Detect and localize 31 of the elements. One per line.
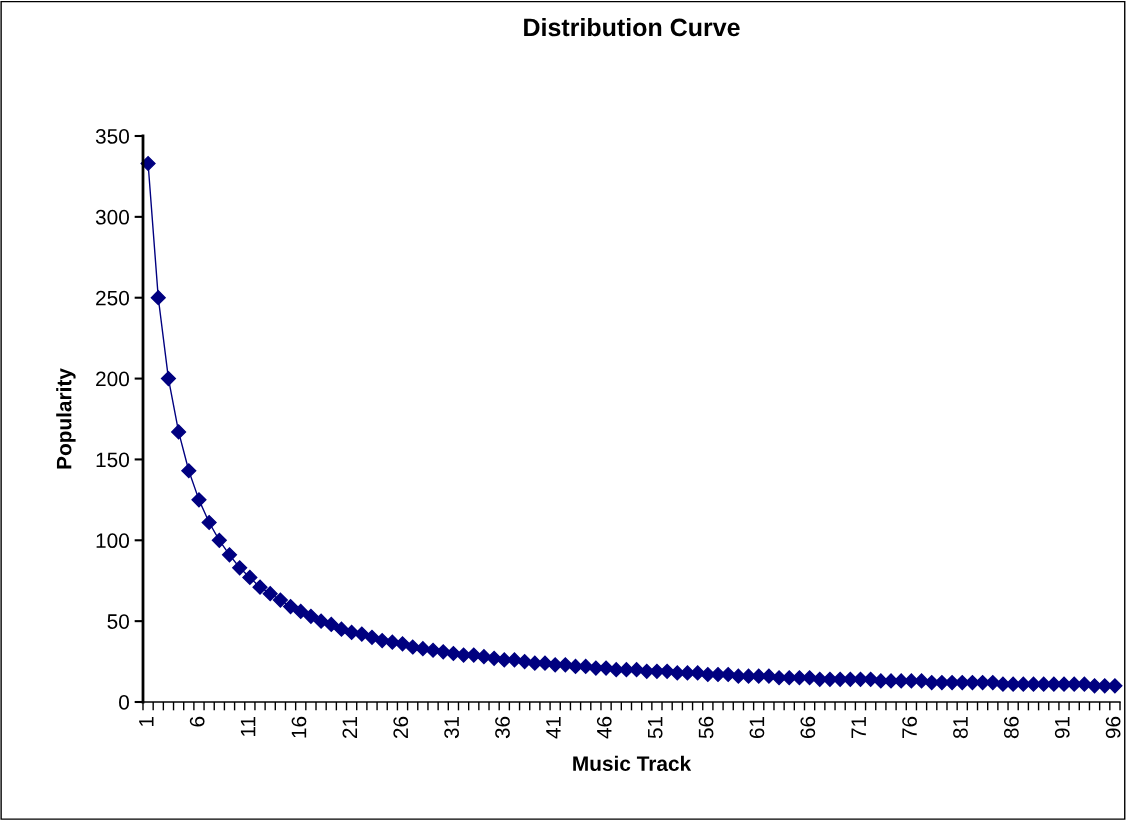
y-tick-label: 250	[96, 290, 129, 306]
x-tick-label: 61	[749, 716, 765, 738]
y-tick-label: 50	[107, 614, 129, 629]
x-axis-title: Music Track	[573, 755, 692, 772]
x-tick-label: 56	[698, 716, 714, 739]
x-tick-label: 21	[342, 716, 358, 739]
y-tick-label: 200	[96, 371, 129, 387]
x-tick-label: 11	[240, 716, 256, 736]
y-tick-label: 0	[119, 695, 129, 710]
x-tick-label: 36	[495, 716, 510, 739]
x-tick-label: 66	[800, 716, 816, 738]
x-tick-label: 31	[444, 716, 459, 739]
y-tick-label: 300	[95, 209, 129, 225]
y-tick-label: 150	[96, 452, 129, 468]
x-tick-label: 71	[851, 716, 866, 738]
x-tick-label: 46	[596, 716, 612, 739]
x-tick-label: 51	[648, 716, 663, 739]
y-axis-title: Popularity	[56, 368, 76, 469]
x-tick-label: 1	[139, 716, 154, 726]
x-tick-label: 91	[1054, 716, 1070, 739]
x-tick-label: 16	[291, 716, 307, 738]
x-tick-label: 26	[393, 716, 409, 739]
y-tick-label: 100	[96, 533, 129, 549]
x-tick-label: 6	[189, 716, 205, 727]
x-tick-label: 41	[546, 716, 561, 739]
x-tick-label: 86	[1003, 716, 1019, 739]
x-tick-label: 81	[953, 716, 968, 739]
x-tick-label: 76	[902, 716, 917, 738]
x-tick-label: 96	[1105, 716, 1121, 739]
chart-title: Distribution Curve	[524, 17, 740, 37]
y-tick-label: 350	[95, 129, 129, 144]
